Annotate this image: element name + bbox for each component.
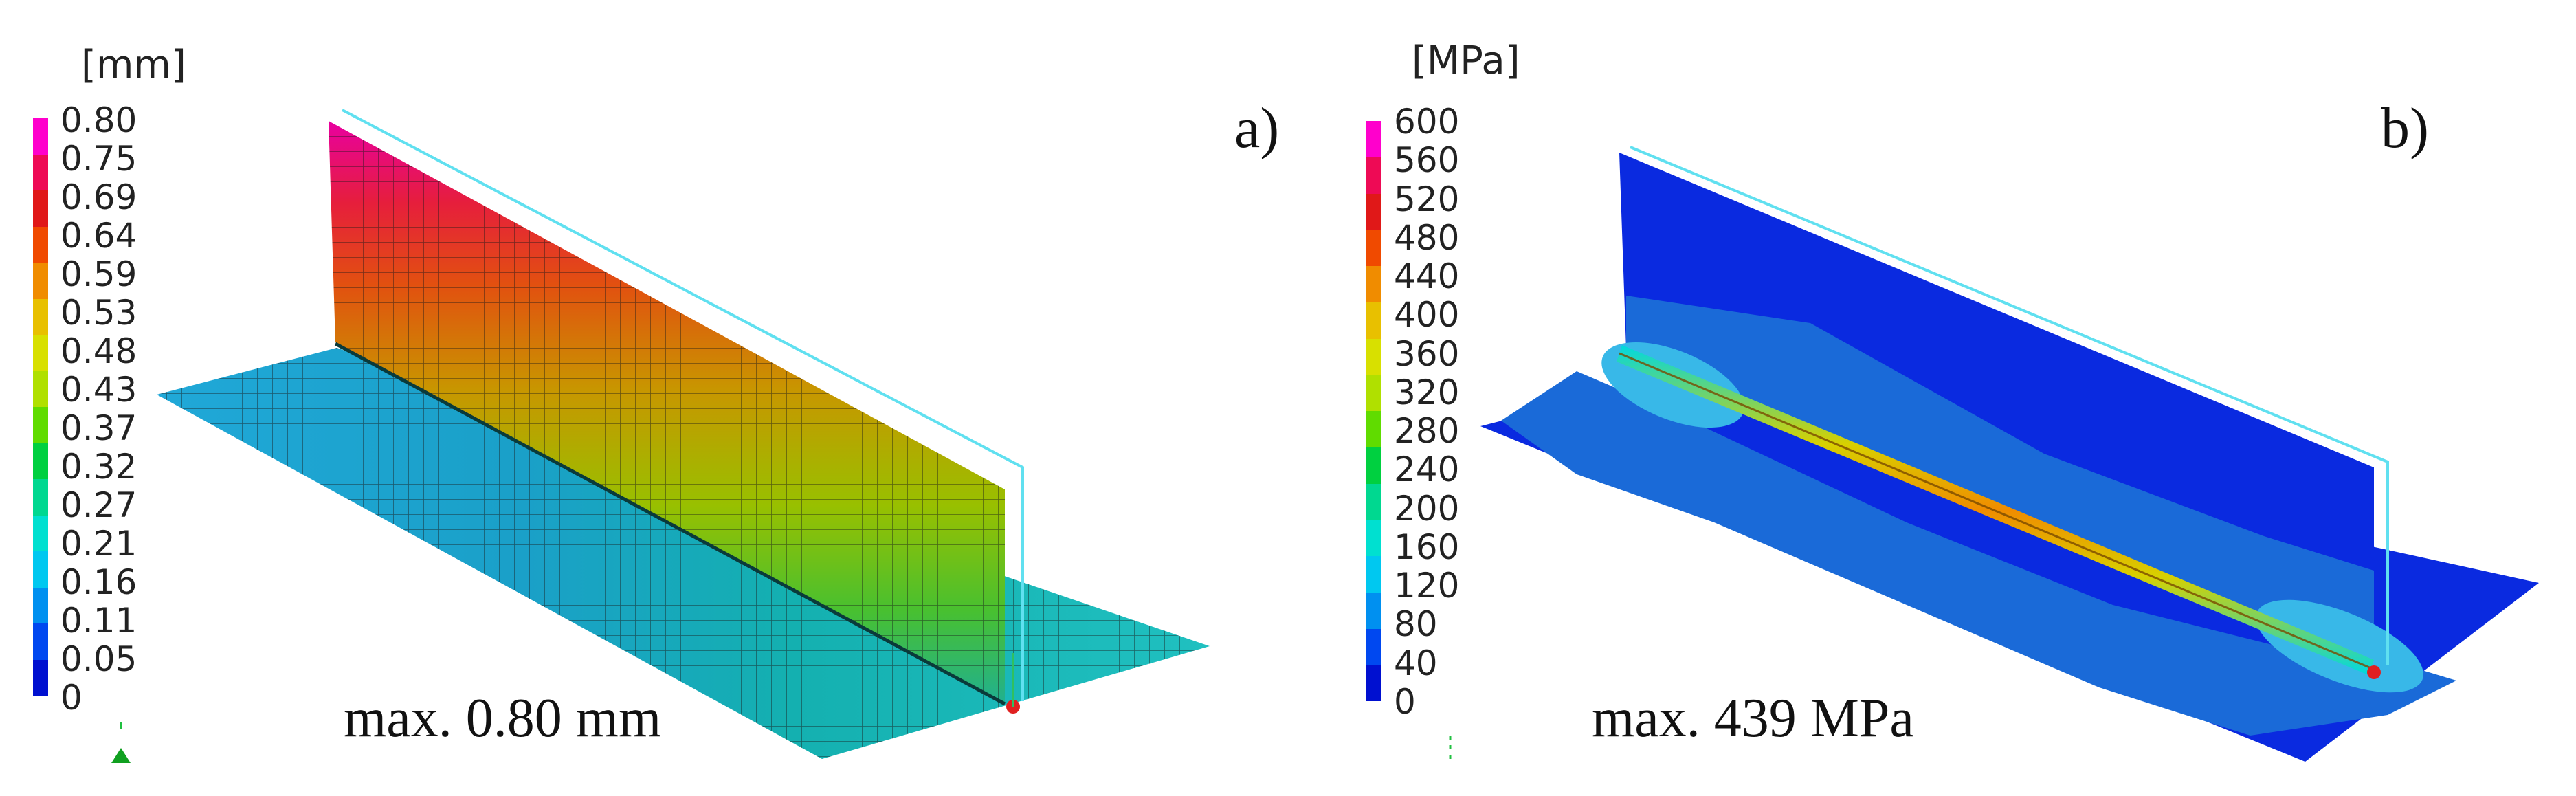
legend-swatch [1366, 447, 1381, 484]
web-stress-zone [1626, 296, 2374, 667]
weld-line [334, 342, 1006, 706]
legend-tick-label: 0.53 [60, 293, 137, 333]
legend-tick-label: 0.43 [60, 370, 137, 410]
legend-swatch [1366, 592, 1381, 629]
legend-tick-label: 520 [1394, 179, 1460, 219]
legend-swatch [1366, 483, 1381, 520]
legend-swatch [1366, 520, 1381, 556]
legend-tick-label: 40 [1394, 643, 1438, 683]
legend-tick-label: 80 [1394, 604, 1438, 645]
legend-unit-label: [MPa] [1412, 38, 1520, 83]
legend-tick-label: 0.16 [60, 562, 137, 602]
legend-tick-label: 120 [1394, 566, 1460, 606]
legend-swatch [1366, 338, 1381, 375]
legend-tick-label: 0.48 [60, 331, 137, 371]
legend-swatch [33, 587, 48, 623]
legend-tick-label: 440 [1394, 256, 1460, 297]
legend-tick-label: 360 [1394, 333, 1460, 374]
legend-tick-label: 0.80 [60, 100, 137, 140]
legend-tick-label: 0.64 [60, 216, 137, 256]
max-value-label: max. 0.80 mm [344, 688, 662, 749]
legend-swatch [1366, 266, 1381, 302]
legend-swatch [33, 118, 48, 155]
legend-swatch [33, 190, 48, 227]
fem-tjoint-model [111, 109, 1210, 763]
panel-label: a) [1234, 96, 1280, 160]
legend-swatch [1366, 193, 1381, 230]
legend-tick-label: 160 [1394, 527, 1460, 567]
legend-tick-label: 0 [60, 678, 82, 718]
legend-tick-label: 320 [1394, 372, 1460, 412]
panel-a-displacement: [mm] 0.80 0.75 0.69 0.64 0.59 0.53 0.48 0.43 0.3… [33, 43, 1280, 763]
legend-swatch [1366, 375, 1381, 411]
legend-swatch [1366, 628, 1381, 665]
legend-tick-label: 0.69 [60, 177, 137, 217]
color-legend-bar [1366, 121, 1381, 701]
legend-tick-label: 0.32 [60, 447, 137, 487]
legend-swatch [33, 263, 48, 299]
axis-triad-icon [111, 748, 131, 763]
legend-swatch [33, 407, 48, 443]
legend-swatch [33, 479, 48, 516]
legend-tick-label: 0.05 [60, 639, 137, 679]
legend-tick-label: 400 [1394, 295, 1460, 335]
legend-swatch [33, 659, 48, 696]
legend-swatch [33, 551, 48, 588]
legend-tick-label: 200 [1394, 488, 1460, 529]
legend-tick-label: 280 [1394, 411, 1460, 452]
legend-tick-label: 0.75 [60, 139, 137, 179]
legend-ticks: 0.80 0.75 0.69 0.64 0.59 0.53 0.48 0.43 0.37 0.32… [60, 103, 170, 715]
legend-swatch [33, 443, 48, 479]
legend-tick-label: 600 [1394, 102, 1460, 142]
max-value-label: max. 439 MPa [1592, 688, 1914, 749]
legend-swatch [1366, 157, 1381, 194]
legend-swatch [1366, 230, 1381, 266]
fem-tjoint-model [1449, 146, 2539, 763]
legend-swatch [1366, 411, 1381, 447]
legend-swatch [33, 335, 48, 371]
panel-b-stress: [MPa] 600 560 520 480 440 400 360 320 280 240 200 1… [1288, 0, 2576, 796]
legend-swatch [1366, 121, 1381, 157]
legend-swatch [33, 623, 48, 660]
legend-swatch [33, 226, 48, 263]
plate-stress-zone [1501, 371, 2456, 736]
legend-swatch [1366, 302, 1381, 339]
legend-tick-label: 0.37 [60, 408, 137, 448]
legend-swatch [33, 371, 48, 407]
legend-swatch [33, 298, 48, 335]
vertical-web-mesh [329, 121, 1005, 704]
legend-swatch [1366, 556, 1381, 593]
panel-label: b) [2381, 96, 2429, 160]
legend-tick-label: 0.27 [60, 485, 137, 525]
legend-swatch [33, 154, 48, 190]
legend-tick-label: 560 [1394, 140, 1460, 181]
undeformed-outline [1630, 146, 2389, 665]
weld-centerline [1619, 352, 2372, 670]
legend-tick-label: 480 [1394, 217, 1460, 258]
legend-unit-label: [mm] [81, 43, 186, 87]
legend-swatch [1366, 665, 1381, 701]
color-legend-bar [33, 118, 48, 696]
legend-tick-label: 0.11 [60, 601, 137, 641]
legend-swatch [33, 515, 48, 551]
legend-tick-label: 0 [1394, 682, 1416, 722]
legend-tick-label: 240 [1394, 450, 1460, 490]
legend-ticks: 600 560 520 480 440 400 360 320 280 240 200 160 120 8… [1394, 104, 1504, 719]
undeformed-outline [342, 109, 1024, 701]
legend-tick-label: 0.59 [60, 254, 137, 294]
support-marker [2367, 665, 2381, 679]
legend-tick-label: 0.21 [60, 524, 137, 564]
